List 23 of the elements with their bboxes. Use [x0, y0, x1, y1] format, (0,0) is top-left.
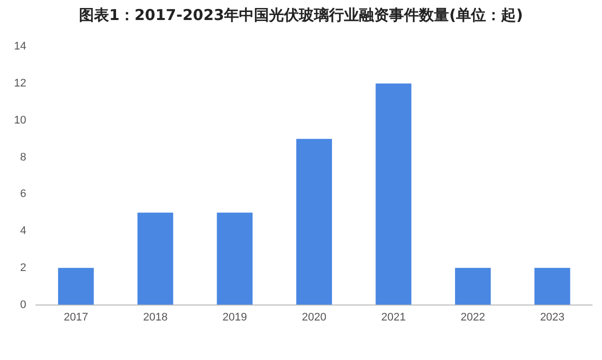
- x-tick-label: 2017: [64, 311, 88, 324]
- x-tick-label: 2019: [222, 311, 247, 324]
- y-tick-label: 4: [20, 225, 26, 238]
- y-tick-label: 12: [14, 78, 26, 90]
- x-tick-label: 2018: [143, 311, 168, 324]
- bar: [216, 212, 253, 305]
- bar: [137, 212, 174, 305]
- chart-title: 图表1：2017-2023年中国光伏玻璃行业融资事件数量(单位：起): [78, 6, 524, 25]
- bar: [455, 268, 491, 305]
- x-tick-label: 2022: [460, 311, 486, 324]
- x-tick-label: 2020: [302, 311, 326, 324]
- y-tick-label: 10: [14, 114, 26, 126]
- y-tick-label: 6: [20, 188, 26, 200]
- x-tick-label: 2021: [381, 311, 406, 324]
- y-tick-label: 2: [20, 262, 26, 274]
- y-tick-label: 8: [20, 151, 26, 164]
- bar: [58, 268, 94, 305]
- bar: [376, 83, 412, 305]
- y-tick-label: 14: [14, 40, 26, 53]
- bar: [534, 268, 570, 305]
- y-tick-label: 0: [20, 298, 26, 311]
- x-tick-label: 2023: [540, 311, 565, 324]
- bar: [296, 138, 332, 305]
